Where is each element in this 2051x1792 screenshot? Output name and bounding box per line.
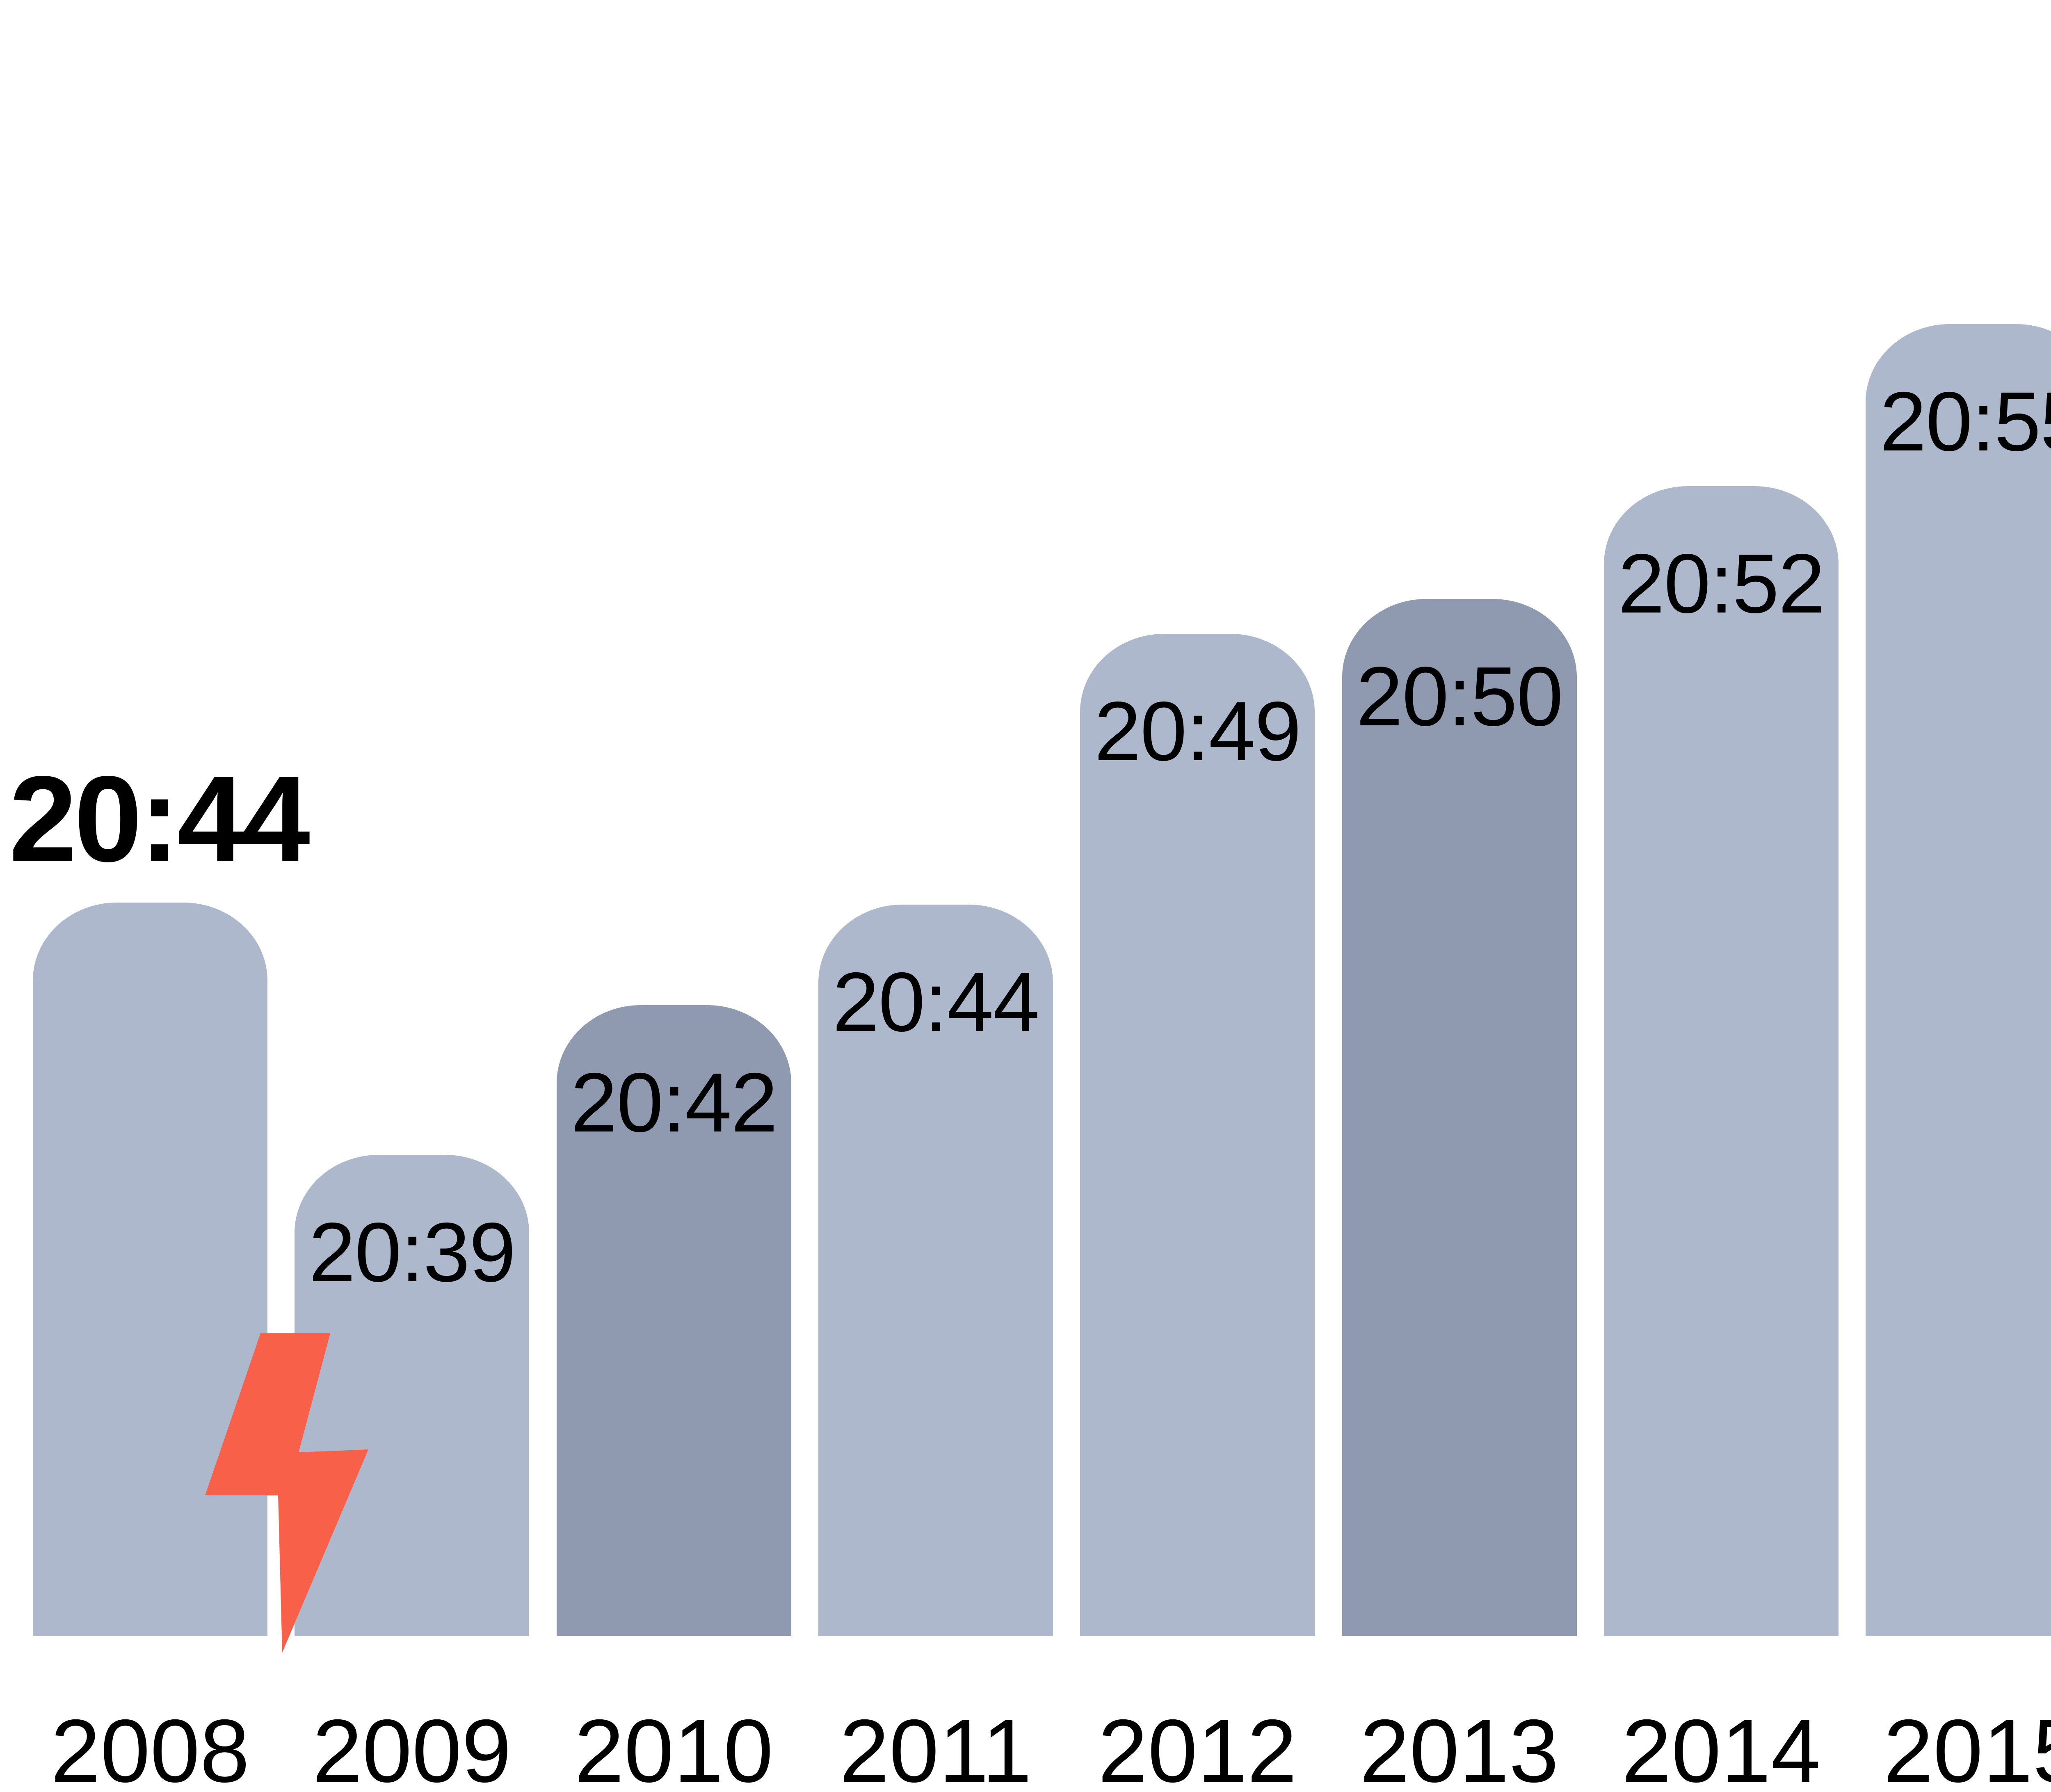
- x-axis-label-2012: 2012: [1098, 1701, 1297, 1792]
- bar-value-label-2015: 20:55: [1880, 375, 2051, 469]
- x-axis-label-2009: 2009: [312, 1701, 512, 1792]
- bar-value-label-2009: 20:39: [308, 1205, 516, 1299]
- bar-value-label-2011: 20:44: [832, 955, 1039, 1049]
- x-axis-label-2010: 2010: [574, 1701, 774, 1792]
- bar-value-label-2014: 20:52: [1618, 537, 1825, 631]
- bar-2013: [1342, 599, 1577, 1636]
- x-axis-label-2013: 2013: [1360, 1701, 1559, 1792]
- bar-value-label-2013: 20:50: [1356, 649, 1563, 743]
- x-axis-label-2014: 2014: [1622, 1701, 1821, 1792]
- bar-2011: [818, 905, 1053, 1636]
- bar-2009: [295, 1155, 530, 1636]
- x-axis-label-2008: 2008: [50, 1701, 250, 1792]
- x-axis-label-2011: 2011: [839, 1701, 1032, 1792]
- highlight-value-label-2008: 20:44: [9, 751, 310, 887]
- bar-2015: [1866, 324, 2051, 1636]
- bar-2008: [33, 903, 267, 1636]
- x-axis-label-2015: 2015: [1883, 1701, 2051, 1792]
- bar-value-label-2010: 20:42: [571, 1056, 778, 1150]
- lightning-bolt-shape: [205, 1333, 368, 1653]
- bar-2014: [1603, 486, 1839, 1636]
- bar-2012: [1080, 634, 1315, 1636]
- lightning-bolt-icon: [205, 1333, 368, 1653]
- bar-2010: [556, 1005, 791, 1636]
- bar-value-label-2012: 20:49: [1094, 684, 1302, 778]
